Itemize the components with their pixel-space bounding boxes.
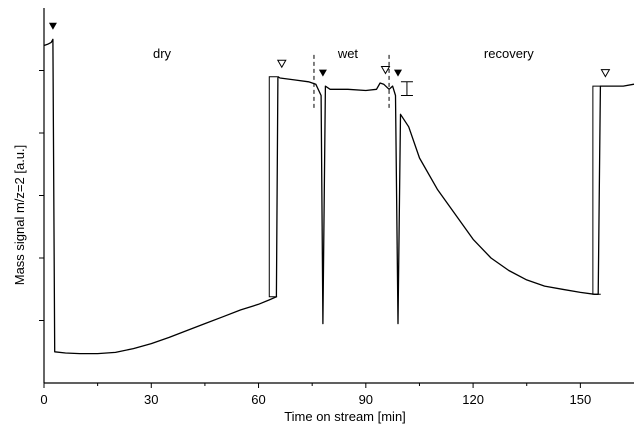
- filled-triangle-marker: [48, 22, 57, 30]
- open-triangle-marker: [276, 59, 287, 69]
- region-label: dry: [153, 46, 172, 61]
- x-tick-label: 30: [144, 392, 158, 407]
- axes: 0 30 60 90 120 150: [39, 8, 634, 407]
- region-label: recovery: [484, 46, 534, 61]
- open-triangle-marker: [380, 66, 391, 75]
- x-tick-label: 150: [570, 392, 592, 407]
- step-bracket: [592, 85, 601, 295]
- y-axis-label: Mass signal m/z=2 [a.u.]: [12, 145, 27, 286]
- x-tick-label: 0: [40, 392, 47, 407]
- x-tick-label: 120: [462, 392, 484, 407]
- step-bracket: [268, 76, 278, 298]
- series-line: [43, 38, 635, 355]
- annotation-layer: dry wet recovery: [48, 22, 611, 298]
- region-label: wet: [337, 46, 359, 61]
- data-layer: [43, 38, 635, 355]
- x-tick-label: 90: [359, 392, 373, 407]
- open-triangle-marker: [600, 69, 611, 78]
- filled-triangle-marker: [318, 69, 327, 77]
- filled-triangle-marker: [394, 69, 402, 77]
- x-tick-label: 60: [251, 392, 265, 407]
- x-axis-label: Time on stream [min]: [284, 409, 406, 424]
